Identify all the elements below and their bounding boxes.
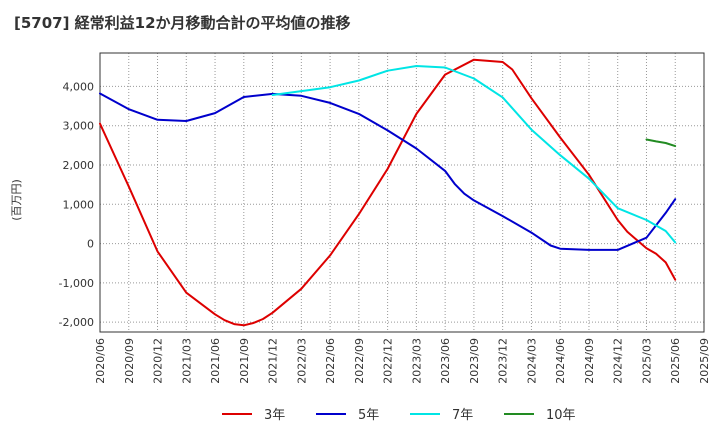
x-tick-label: 2025/03 [640, 338, 653, 384]
legend: 3年 5年 7年 10年 [222, 408, 576, 423]
x-tick-label: 2022/12 [382, 338, 395, 384]
chart-title: [5707] 経常利益12か月移動合計の平均値の推移 [14, 14, 351, 32]
x-tick-label: 2023/06 [439, 338, 452, 384]
legend-label: 3年 [264, 408, 285, 423]
y-tick-label: 3,000 [63, 120, 95, 133]
series-line [99, 92, 677, 251]
x-tick-label: 2024/06 [554, 338, 567, 384]
x-tick-label: 2020/09 [123, 338, 136, 384]
x-tick-label: 2020/06 [94, 338, 107, 384]
x-tick-label: 2021/09 [238, 338, 251, 384]
legend-label: 7年 [452, 408, 473, 423]
x-axis-ticks: 2020/06 2020/09 2020/12 2021/03 2021/06 2021/… [94, 338, 711, 384]
x-tick-label: 2025/09 [698, 338, 711, 384]
series-lines [99, 58, 677, 327]
series-line [645, 138, 677, 148]
x-tick-label: 2021/12 [267, 338, 280, 384]
legend-label: 5年 [358, 408, 379, 423]
series-line [271, 65, 677, 244]
x-tick-label: 2022/09 [353, 338, 366, 384]
y-tick-label: 1,000 [63, 198, 95, 211]
x-tick-label: 2023/03 [410, 338, 423, 384]
series-line [99, 58, 677, 327]
y-tick-label: 0 [87, 238, 94, 251]
y-axis-label: (百万円) [10, 179, 23, 221]
grid-lines [99, 53, 705, 332]
x-tick-label: 2023/12 [497, 338, 510, 384]
y-tick-label: -2,000 [59, 316, 94, 329]
x-tick-label: 2024/09 [583, 338, 596, 384]
legend-label: 10年 [546, 408, 576, 423]
plot-frame [99, 52, 705, 333]
y-axis-ticks: -2,000 -1,000 0 1,000 2,000 3,000 4,000 [59, 80, 94, 329]
y-tick-label: 4,000 [63, 80, 95, 93]
x-tick-label: 2021/03 [180, 338, 193, 384]
x-tick-label: 2021/06 [209, 338, 222, 384]
x-tick-label: 2024/03 [525, 338, 538, 384]
x-tick-label: 2024/12 [612, 338, 625, 384]
x-tick-label: 2022/03 [295, 338, 308, 384]
y-tick-label: 2,000 [63, 159, 95, 172]
x-tick-label: 2025/06 [669, 338, 682, 384]
x-tick-label: 2020/12 [152, 338, 165, 384]
y-tick-label: -1,000 [59, 277, 94, 290]
x-tick-label: 2023/09 [468, 338, 481, 384]
x-tick-label: 2022/06 [324, 338, 337, 384]
